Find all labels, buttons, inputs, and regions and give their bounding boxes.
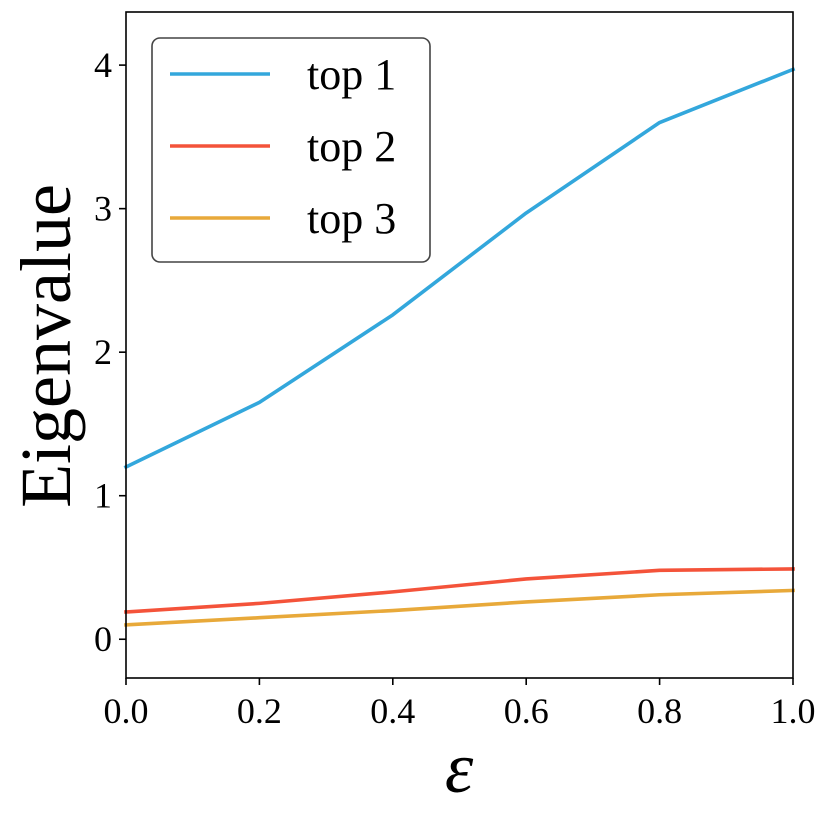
plot-frame xyxy=(125,11,794,679)
y-tick-label: 2 xyxy=(94,332,112,372)
series-line-1 xyxy=(123,67,796,470)
legend-label-3: top 3 xyxy=(307,194,396,243)
legend-label-2: top 2 xyxy=(307,122,396,171)
y-tick-label: 0 xyxy=(94,619,112,659)
x-tick-label: 0.8 xyxy=(637,691,682,731)
legend-frame xyxy=(151,37,431,263)
x-tick-label: 0.6 xyxy=(504,691,549,731)
series-line-3 xyxy=(124,588,795,627)
x-tick-label: 1.0 xyxy=(771,691,816,731)
axes-layer: 0.0 0.2 0.4 0.6 0.8 1.0 0 1 2 3 4 xyxy=(94,11,816,731)
y-tick-label: 3 xyxy=(94,189,112,229)
y-axis-title: Eigenvalue xyxy=(6,184,86,508)
x-tick-label: 0.0 xyxy=(104,691,149,731)
legend: top 1 top 2 top 3 xyxy=(151,37,431,263)
legend-label-1: top 1 xyxy=(307,50,396,99)
y-tick-label: 1 xyxy=(94,476,112,516)
y-tick-label: 4 xyxy=(94,45,112,85)
x-tick-label: 0.2 xyxy=(237,691,282,731)
x-axis-title: ε xyxy=(445,728,474,808)
series-layer xyxy=(123,67,796,627)
x-tick-label: 0.4 xyxy=(370,691,415,731)
series-line-2 xyxy=(124,567,795,614)
